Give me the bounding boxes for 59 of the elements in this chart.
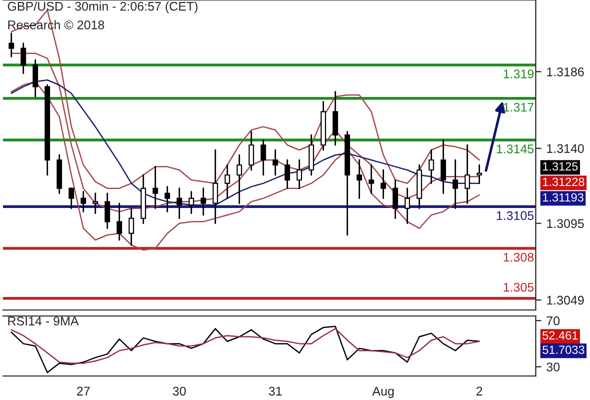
candlestick [68, 188, 74, 210]
chart-title: RSI14 - 9MA [8, 316, 79, 326]
line-series [10, 326, 480, 374]
candlestick [272, 149, 278, 176]
y-tick-label: 70 [546, 316, 560, 326]
text: 1.3125 [543, 162, 578, 171]
text: 1.31193 [543, 193, 584, 202]
ref-line-label: 1.3105 [496, 211, 534, 220]
candlestick [260, 139, 266, 176]
candlestick [380, 169, 386, 200]
candlestick [80, 190, 86, 212]
ref-line-label: 1.3145 [496, 144, 534, 154]
candlestick [404, 188, 410, 224]
y-tick-label: 1.3049 [547, 296, 584, 305]
y-tick-label: 30 [546, 362, 560, 372]
candlestick [332, 90, 338, 146]
candlestick [476, 164, 482, 184]
candlestick [176, 188, 182, 220]
y-tick-label: 1.3095 [547, 219, 584, 228]
candlestick [32, 59, 38, 98]
chart-title: GBP/USD - 30min - 2:06:57 (CET) [8, 2, 198, 14]
candlestick [296, 159, 302, 190]
x-tick-label: Aug [372, 386, 394, 398]
candlestick [440, 139, 446, 194]
y-tick-label: 1.3140 [547, 144, 584, 153]
ref-line-label: 1.319 [504, 69, 534, 78]
candlestick [116, 202, 122, 241]
line-series [10, 328, 480, 364]
candlestick [128, 208, 134, 246]
candlestick [212, 149, 218, 224]
candlestick [368, 164, 374, 194]
candlestick [428, 149, 434, 184]
candlestick [164, 186, 170, 212]
candlestick [392, 179, 398, 220]
candlestick [452, 159, 458, 210]
candlestick [248, 130, 254, 171]
candlestick [200, 188, 206, 216]
ref-line-label: 1.317 [504, 102, 534, 112]
text: 51.7033 [542, 346, 584, 354]
candlestick [284, 159, 290, 190]
candlestick [236, 154, 242, 204]
x-tick-label: 30 [172, 386, 186, 396]
ref-line-label: 1.305 [504, 282, 534, 292]
text: 1.31228 [543, 178, 584, 186]
x-tick-label: 2 [476, 386, 482, 396]
x-tick-label: 27 [77, 386, 90, 396]
ref-line-label: 1.308 [504, 252, 534, 262]
candlestick [20, 42, 26, 74]
candlestick [356, 159, 362, 200]
y-tick-label: 1.3186 [547, 67, 584, 76]
candlestick [104, 192, 110, 230]
candlestick [92, 192, 98, 214]
text: 52.461 [542, 331, 578, 340]
candlestick [224, 164, 230, 200]
candlestick [8, 32, 14, 58]
candlestick [152, 166, 158, 210]
candlestick [464, 144, 470, 204]
x-tick-label: 31 [268, 386, 282, 396]
candlestick [188, 190, 194, 214]
